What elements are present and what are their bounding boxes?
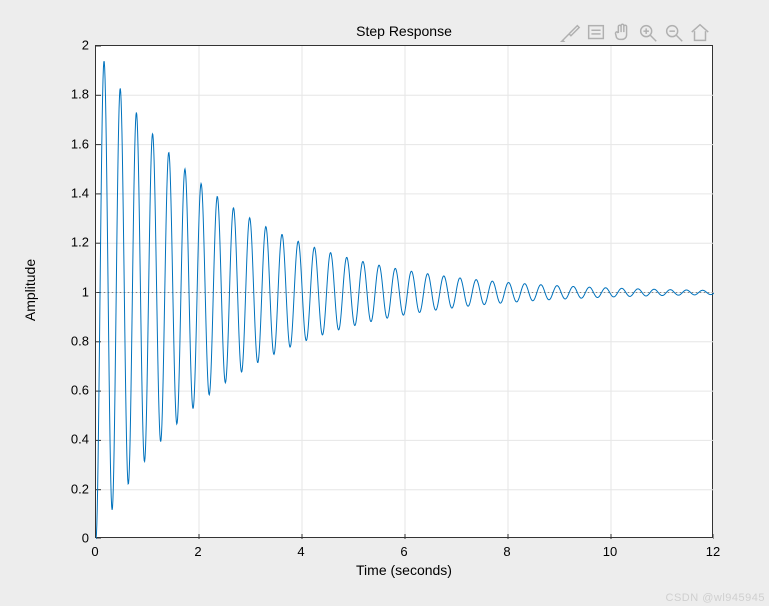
x-tick-label: 8 (503, 544, 510, 559)
figure: Step Response Amplitude Time (seconds) 0… (0, 0, 769, 606)
plot-svg (96, 46, 714, 539)
x-tick-label: 12 (706, 544, 720, 559)
chart-title: Step Response (95, 23, 713, 39)
y-tick-label: 1 (61, 284, 89, 299)
y-tick-label: 0.8 (61, 333, 89, 348)
x-tick-label: 0 (91, 544, 98, 559)
y-tick-label: 0.4 (61, 432, 89, 447)
x-tick-label: 2 (194, 544, 201, 559)
watermark: CSDN @wl945945 (666, 592, 766, 604)
y-tick-label: 0.6 (61, 383, 89, 398)
y-tick-label: 1.2 (61, 235, 89, 250)
x-tick-label: 4 (297, 544, 304, 559)
y-tick-label: 1.6 (61, 136, 89, 151)
y-tick-label: 0 (61, 531, 89, 546)
y-axis-label: Amplitude (22, 240, 38, 340)
y-tick-label: 2 (61, 38, 89, 53)
x-tick-label: 10 (603, 544, 617, 559)
plot-area (95, 45, 713, 538)
x-axis-label: Time (seconds) (95, 562, 713, 578)
x-tick-label: 6 (400, 544, 407, 559)
y-tick-label: 0.2 (61, 481, 89, 496)
y-tick-label: 1.4 (61, 185, 89, 200)
y-tick-label: 1.8 (61, 87, 89, 102)
